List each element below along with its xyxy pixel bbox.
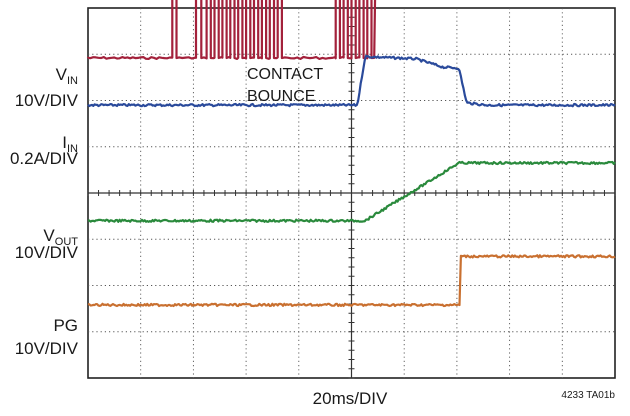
trace-vout xyxy=(87,160,616,223)
annotation-contact: CONTACT xyxy=(247,66,323,83)
figure-id: 4233 TA01b xyxy=(561,390,615,401)
x-axis-label: 20ms/DIV xyxy=(313,389,388,408)
channel-labels: VIN10V/DIVIIN0.2A/DIVVOUT10V/DIVPG10V/DI… xyxy=(10,65,79,358)
channel-scale-iin: 0.2A/DIV xyxy=(10,149,79,168)
trace-iin xyxy=(87,54,616,108)
channel-label-pg: PG xyxy=(53,316,78,335)
channel-label-vin: VIN xyxy=(56,65,78,87)
scope-grid xyxy=(87,7,616,379)
trace-vin xyxy=(86,0,377,60)
channel-scale-pg: 10V/DIV xyxy=(15,339,79,358)
trace-pg xyxy=(87,254,616,308)
channel-scale-vout: 10V/DIV xyxy=(15,243,79,262)
scope-traces xyxy=(86,0,616,308)
channel-scale-vin: 10V/DIV xyxy=(15,91,79,110)
annotation-bounce: BOUNCE xyxy=(247,88,315,105)
